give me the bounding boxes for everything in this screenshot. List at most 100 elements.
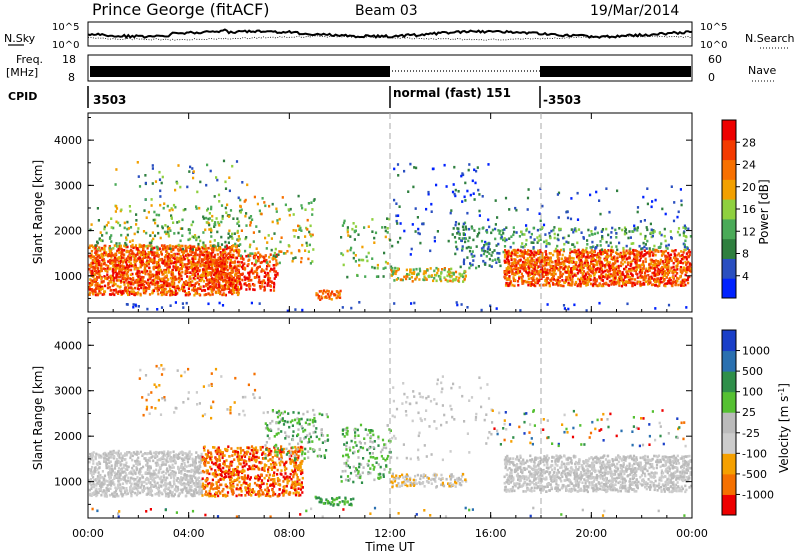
power-cell xyxy=(161,261,164,264)
power-cell xyxy=(418,267,421,271)
power-cell xyxy=(680,250,683,253)
power-cell xyxy=(126,270,129,274)
power-cell xyxy=(258,275,261,279)
power-cell xyxy=(529,282,532,285)
power-cell xyxy=(546,268,549,272)
power-cell xyxy=(278,261,281,265)
power-cell xyxy=(227,236,230,240)
power-cell xyxy=(232,253,235,257)
power-cell xyxy=(123,226,126,230)
power-cell xyxy=(642,254,645,258)
power-cell xyxy=(96,272,100,275)
power-cell xyxy=(525,261,528,265)
power-cell xyxy=(553,266,556,270)
power-cell xyxy=(557,238,560,242)
power-cell xyxy=(96,293,99,297)
power-cell xyxy=(313,198,316,201)
power-cell xyxy=(181,244,184,248)
power-cell xyxy=(622,278,625,282)
power-cell xyxy=(480,308,483,312)
power-cell xyxy=(208,228,211,231)
power-cell xyxy=(677,277,680,280)
power-cell xyxy=(523,256,526,260)
power-cell xyxy=(123,283,126,286)
power-cell xyxy=(473,229,476,232)
power-cell xyxy=(679,254,682,258)
velocity-cell xyxy=(92,476,95,479)
power-cell xyxy=(205,279,208,282)
power-cell xyxy=(245,236,248,239)
power-cell xyxy=(196,253,199,257)
power-cell xyxy=(194,277,197,281)
power-cell xyxy=(129,282,132,285)
power-cell xyxy=(196,267,200,270)
power-cell xyxy=(160,250,163,254)
power-cell xyxy=(595,253,598,257)
power-cell xyxy=(592,245,595,248)
power-cell xyxy=(547,256,550,259)
power-cell xyxy=(610,279,613,283)
power-cell xyxy=(590,230,593,233)
power-cell xyxy=(89,278,92,281)
power-cell xyxy=(433,239,436,243)
power-cell xyxy=(551,269,554,272)
power-cell xyxy=(561,279,564,282)
power-cell xyxy=(211,262,214,266)
power-cell xyxy=(291,259,294,263)
power-cell xyxy=(185,269,188,272)
power-cell xyxy=(218,224,221,227)
power-cell xyxy=(553,232,556,236)
power-cell xyxy=(545,258,548,262)
power-cell xyxy=(125,245,128,249)
power-cell xyxy=(522,245,525,249)
freq-label-2: [MHz] xyxy=(6,66,38,79)
power-cell xyxy=(390,274,393,277)
power-cell xyxy=(292,257,295,260)
power-cell xyxy=(101,287,104,290)
power-cell xyxy=(235,272,238,276)
power-cell xyxy=(234,249,237,253)
power-cell xyxy=(643,277,646,280)
power-cell xyxy=(503,245,507,248)
velocity-cell xyxy=(198,467,201,471)
power-cell xyxy=(494,223,497,226)
power-cell xyxy=(597,284,600,287)
power-cell xyxy=(273,251,276,255)
power-cell xyxy=(157,266,160,269)
power-cell xyxy=(448,272,451,276)
power-cell xyxy=(100,264,103,267)
power-cell xyxy=(403,275,406,279)
power-cell xyxy=(160,283,164,287)
power-cell xyxy=(544,271,547,274)
power-cell xyxy=(260,285,264,288)
power-cell xyxy=(156,289,159,293)
power-cell xyxy=(425,278,428,281)
power-cell xyxy=(612,258,615,261)
power-cell xyxy=(210,252,213,255)
power-cell xyxy=(236,285,240,289)
power-cell xyxy=(260,260,263,264)
power-cell xyxy=(203,265,206,268)
power-cell xyxy=(115,279,118,282)
power-cell xyxy=(141,279,144,283)
power-cell xyxy=(172,203,176,207)
power-cell xyxy=(199,239,202,243)
power-cell xyxy=(580,260,584,264)
power-cell xyxy=(558,250,561,254)
power-cell xyxy=(91,272,94,275)
power-cell xyxy=(99,291,102,295)
power-cell xyxy=(227,285,231,289)
power-cell xyxy=(155,263,159,267)
power-cell xyxy=(120,271,124,275)
power-cell xyxy=(127,284,130,287)
power-cell xyxy=(503,228,506,231)
power-cell xyxy=(195,267,198,270)
power-cell xyxy=(170,250,173,253)
freq-label-1: Freq. xyxy=(16,53,43,66)
power-cell xyxy=(435,183,438,187)
power-cell xyxy=(91,259,94,262)
power-cell xyxy=(384,229,387,233)
power-cell xyxy=(236,222,239,225)
power-cell xyxy=(620,284,624,288)
power-cell xyxy=(643,245,646,249)
